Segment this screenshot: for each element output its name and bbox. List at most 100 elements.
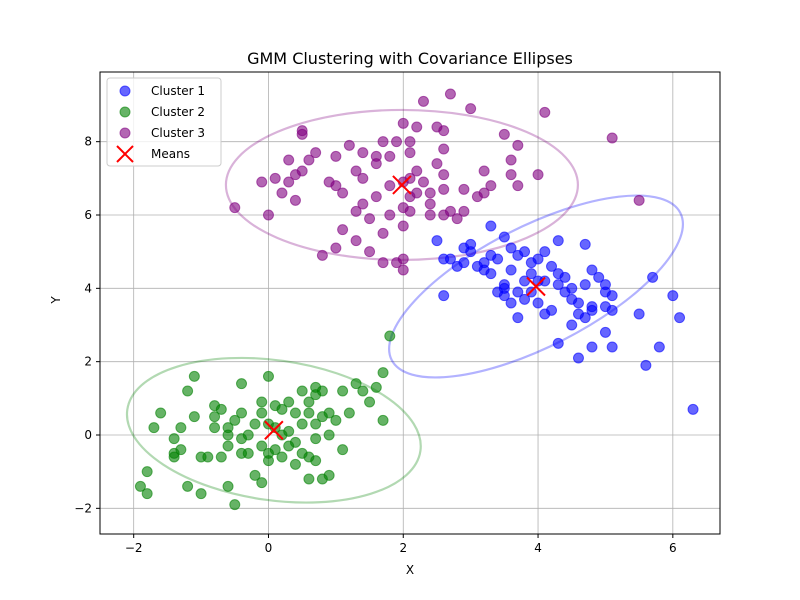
data-point [532, 169, 544, 181]
data-point [431, 158, 443, 170]
data-point [404, 205, 416, 217]
data-point [532, 253, 544, 265]
data-point [404, 147, 416, 159]
data-point [572, 297, 584, 309]
data-point [222, 440, 234, 452]
data-point [384, 150, 396, 162]
data-point [687, 403, 699, 415]
mean-marker [526, 276, 546, 297]
data-point [222, 429, 234, 441]
data-point [438, 183, 450, 195]
data-point [458, 257, 470, 269]
data-point [236, 378, 248, 390]
data-point [606, 132, 618, 144]
data-point [350, 205, 362, 217]
data-point [478, 165, 490, 177]
data-point [337, 444, 349, 456]
data-point [586, 264, 598, 276]
data-point [492, 253, 504, 265]
data-point [242, 429, 254, 441]
data-point [148, 422, 160, 434]
data-point [438, 143, 450, 155]
data-point [337, 385, 349, 397]
data-point [505, 169, 517, 181]
data-point [512, 180, 524, 192]
data-point [397, 117, 409, 129]
data-point [606, 290, 618, 302]
data-point [411, 165, 423, 177]
x-axis-label: X [406, 563, 414, 577]
data-point [249, 469, 261, 481]
data-point [303, 396, 315, 408]
data-point [606, 341, 618, 353]
legend-label: Cluster 1 [151, 84, 205, 98]
data-point [141, 466, 153, 478]
data-point [653, 341, 665, 353]
data-point [350, 235, 362, 247]
data-point [384, 330, 396, 342]
data-point [370, 381, 382, 393]
data-point [579, 279, 591, 291]
data-point [175, 422, 187, 434]
data-point [512, 139, 524, 151]
data-point [384, 209, 396, 221]
data-point [552, 337, 564, 349]
data-point [546, 304, 558, 316]
data-point [276, 451, 288, 463]
data-point [262, 209, 274, 221]
data-point [438, 290, 450, 302]
data-point [188, 370, 200, 382]
data-point [283, 425, 295, 437]
data-point [182, 385, 194, 397]
data-point [155, 407, 167, 419]
data-point [377, 227, 389, 239]
data-point [364, 213, 376, 225]
data-point [566, 282, 578, 294]
data-point [195, 488, 207, 500]
data-point [283, 154, 295, 166]
data-point [296, 385, 308, 397]
data-point [256, 176, 268, 188]
chart-title: GMM Clustering with Covariance Ellipses [247, 49, 573, 68]
data-point [424, 198, 436, 210]
legend-frame [106, 77, 222, 167]
data-point [350, 165, 362, 177]
data-point [323, 469, 335, 481]
data-point [384, 180, 396, 192]
legend: Cluster 1 Cluster 2 Cluster 3 Means [106, 77, 222, 167]
data-point [417, 176, 429, 188]
axes-frame [99, 71, 721, 535]
data-point [444, 253, 456, 265]
y-tick-label: 0 [84, 428, 92, 442]
data-point [323, 407, 335, 419]
data-point [337, 224, 349, 236]
data-point [505, 264, 517, 276]
data-point [606, 304, 618, 316]
data-point [579, 238, 591, 250]
data-point [337, 187, 349, 199]
plot-area: −2 0 2 4 6 −2 0 2 4 6 8 [74, 71, 721, 555]
data-point [283, 396, 295, 408]
y-tick-label: 4 [84, 281, 92, 295]
data-point [532, 297, 544, 309]
x-tick-label: 0 [265, 541, 273, 555]
data-point [283, 440, 295, 452]
data-point [559, 271, 571, 283]
data-point [552, 279, 564, 291]
data-point [539, 246, 551, 258]
data-point [505, 242, 517, 254]
data-point [411, 187, 423, 199]
y-tick-label: −2 [74, 501, 92, 515]
data-point [417, 95, 429, 107]
legend-marker [119, 85, 131, 97]
data-point [175, 444, 187, 456]
data-point [229, 499, 241, 511]
data-point [485, 220, 497, 232]
data-point [330, 414, 342, 426]
data-point [209, 422, 221, 434]
data-point [411, 121, 423, 133]
data-point [276, 187, 288, 199]
data-point [364, 396, 376, 408]
legend-marker [119, 106, 131, 118]
data-point [647, 271, 659, 283]
